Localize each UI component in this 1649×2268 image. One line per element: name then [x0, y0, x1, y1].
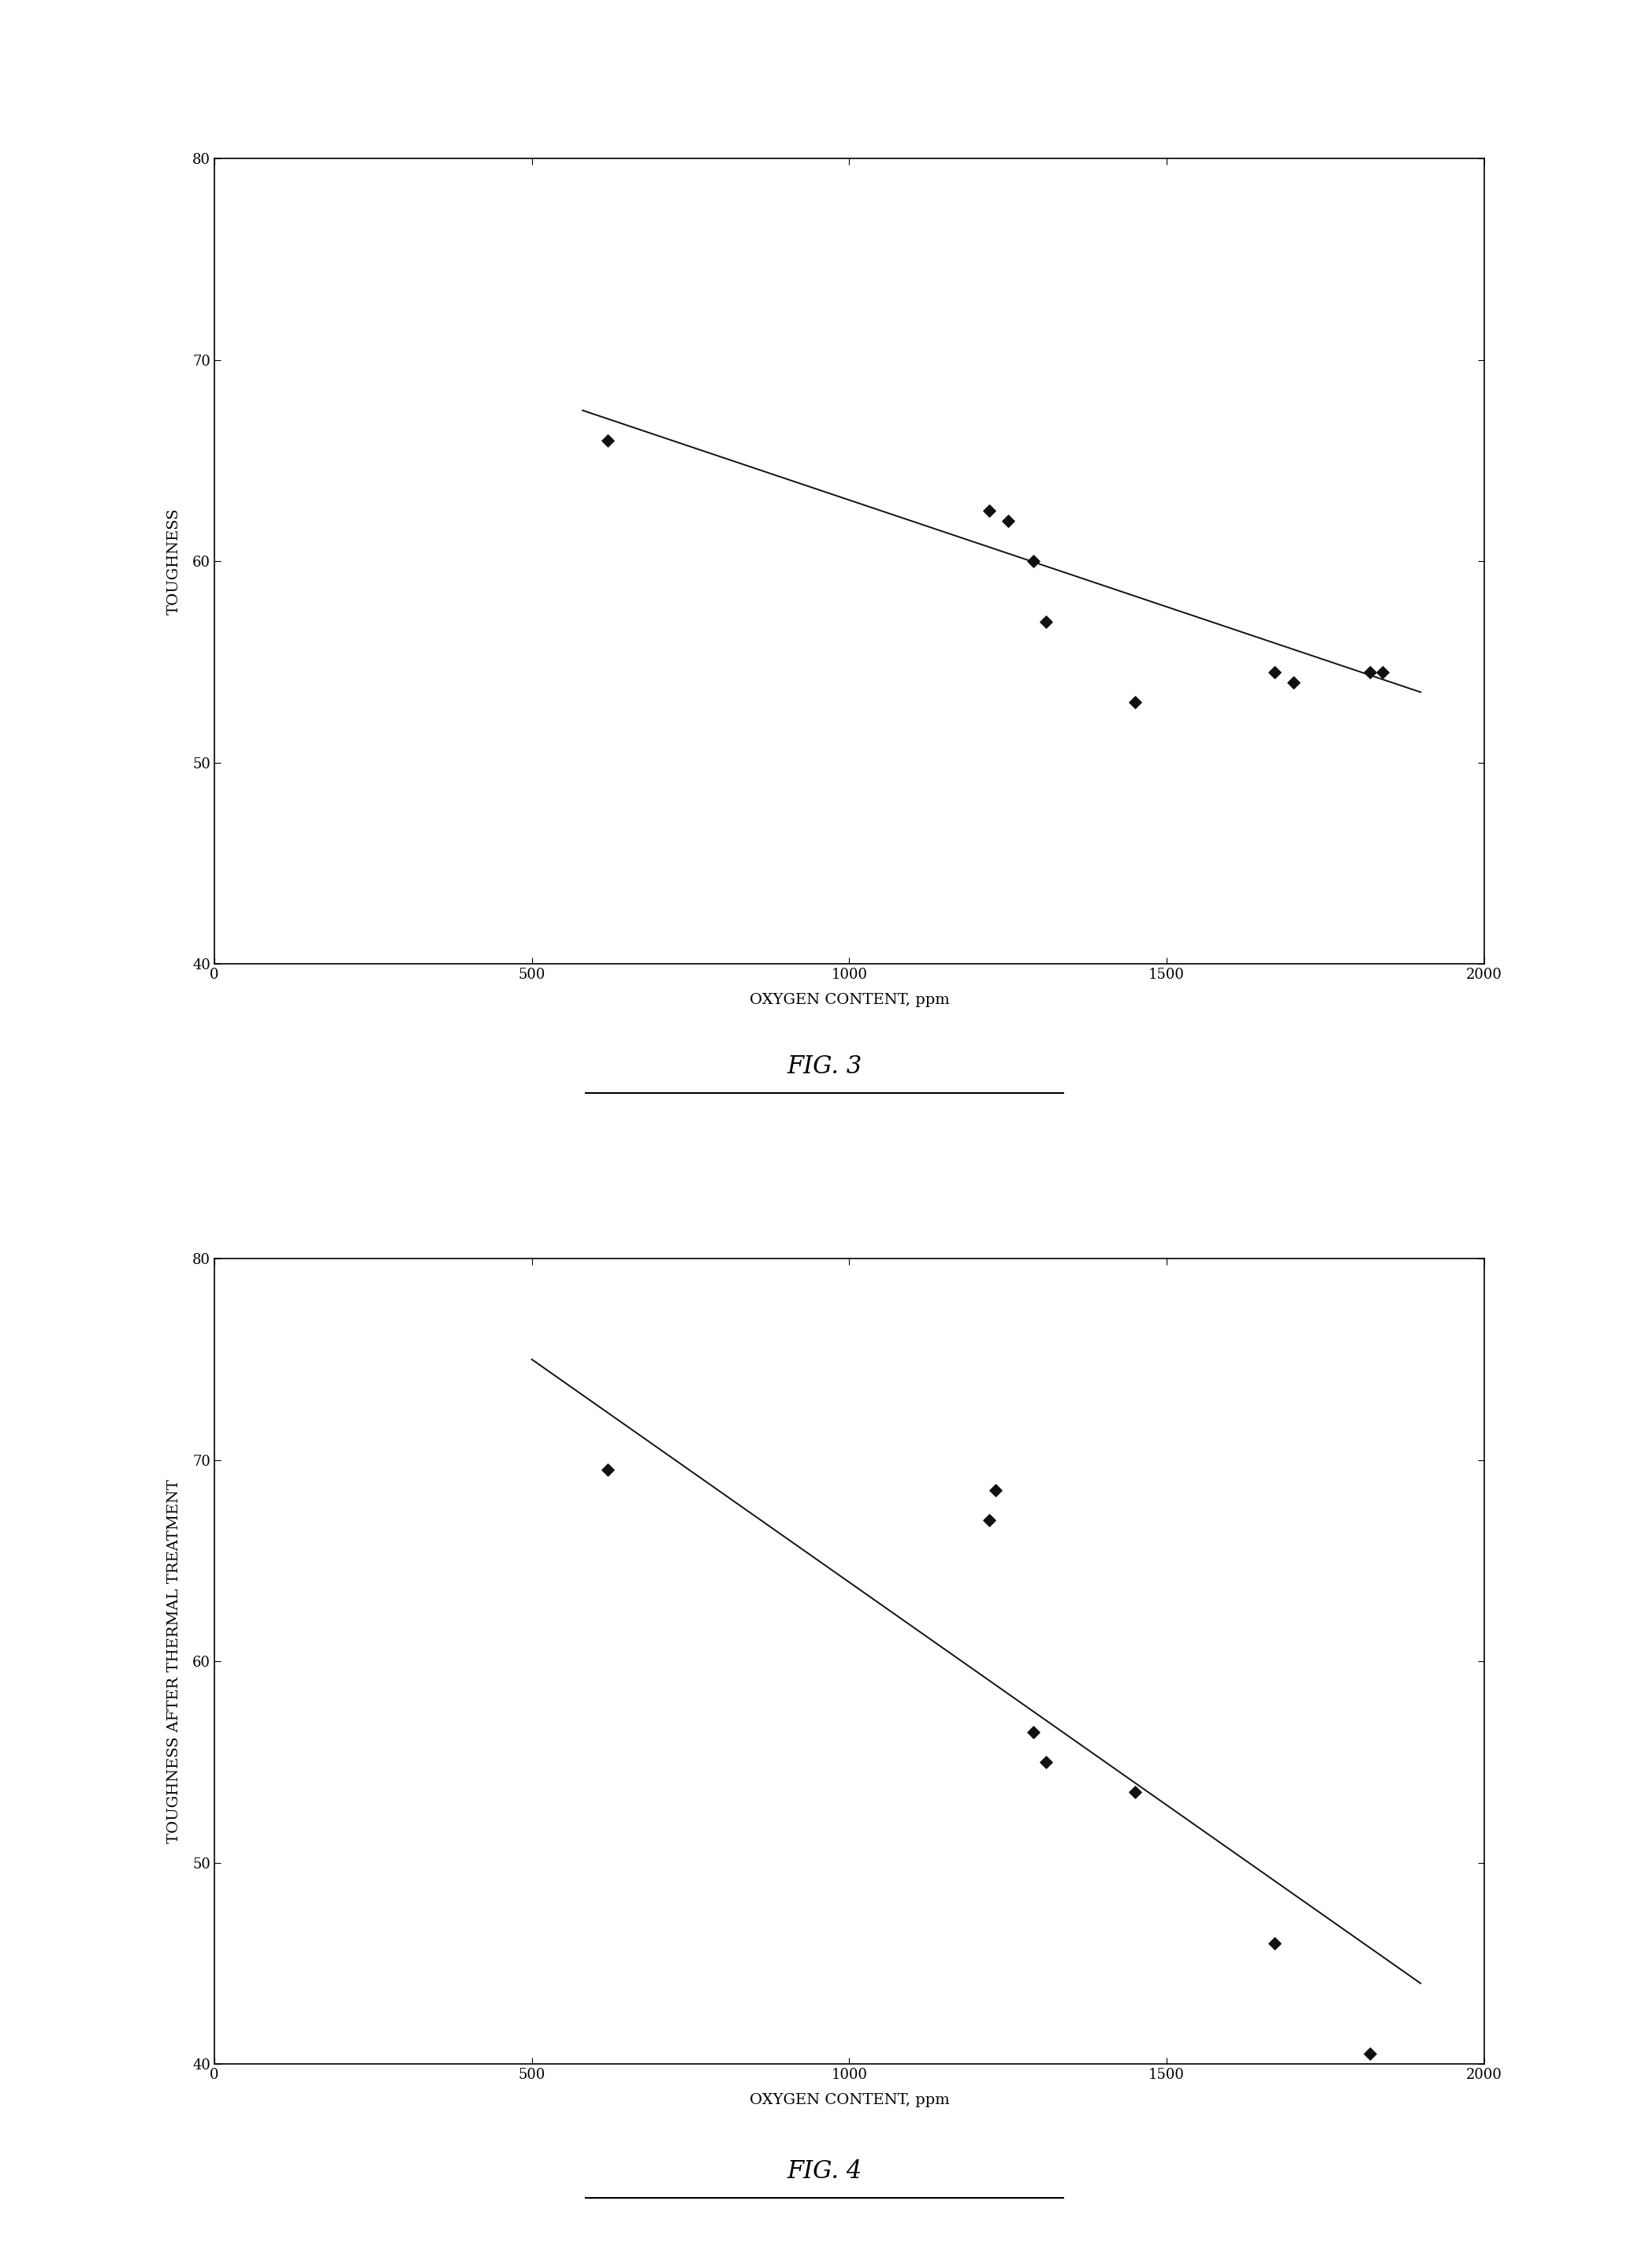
Point	[1021, 544, 1047, 581]
Text: FIG. 4: FIG. 4	[787, 2159, 862, 2184]
Point	[1280, 665, 1306, 701]
Point	[1121, 685, 1148, 721]
Point	[1369, 653, 1395, 689]
Point	[976, 492, 1003, 528]
X-axis label: OXYGEN CONTENT, ppm: OXYGEN CONTENT, ppm	[749, 2093, 950, 2107]
Point	[983, 1472, 1009, 1508]
Y-axis label: TOUGHNESS: TOUGHNESS	[167, 508, 181, 615]
Point	[595, 1452, 622, 1488]
Point	[1032, 603, 1059, 640]
Point	[595, 422, 622, 458]
X-axis label: OXYGEN CONTENT, ppm: OXYGEN CONTENT, ppm	[749, 993, 950, 1007]
Point	[1261, 1926, 1288, 1962]
Point	[1261, 653, 1288, 689]
Point	[994, 503, 1021, 540]
Y-axis label: TOUGHNESS AFTER THERMAL TREATMENT: TOUGHNESS AFTER THERMAL TREATMENT	[167, 1479, 181, 1844]
Point	[1032, 1744, 1059, 1780]
Text: FIG. 3: FIG. 3	[787, 1055, 862, 1080]
Point	[1021, 1715, 1047, 1751]
Point	[976, 1501, 1003, 1538]
Point	[1357, 2037, 1384, 2073]
Point	[1121, 1774, 1148, 1810]
Point	[1357, 653, 1384, 689]
